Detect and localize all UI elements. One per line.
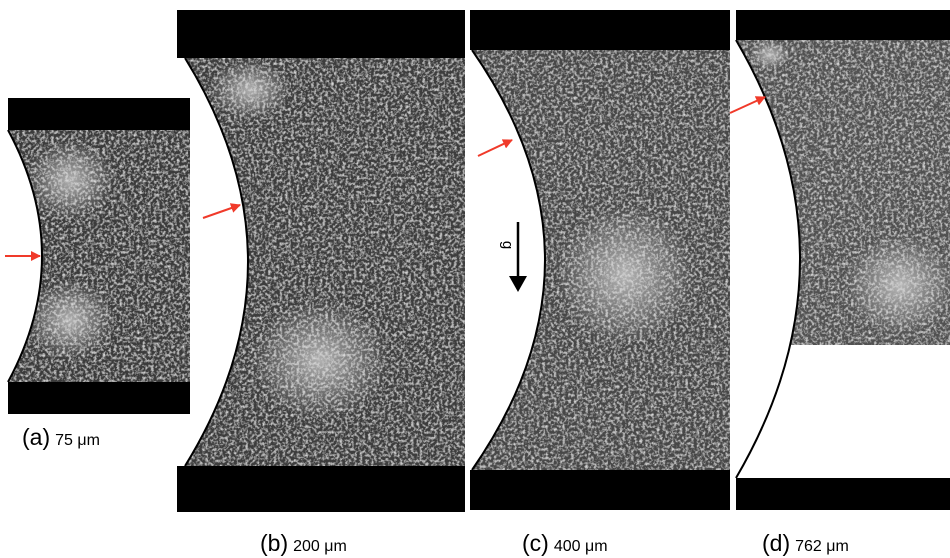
figure: g (a) 75 μm (b) 200 μm (c) 400 μm (d) 762 μm <box>0 0 950 558</box>
caption-d: (d) 762 μm <box>762 530 849 556</box>
panel-letter: (c) <box>522 530 549 556</box>
panel-size: 75 μm <box>55 432 100 449</box>
panel-size: 400 μm <box>554 538 608 555</box>
panel-letter: (d) <box>762 530 790 556</box>
panel-c: g <box>470 10 730 510</box>
panel-size: 200 μm <box>293 538 347 555</box>
page: g (a) 75 μm (b) 200 μm (c) 400 μm (d) 762 μm… <box>0 0 950 558</box>
gravity-label: g <box>499 241 516 249</box>
panel-d <box>730 10 950 510</box>
panel-letter: (b) <box>260 530 288 556</box>
caption-a: (a) 75 μm <box>22 424 100 450</box>
panel-size: 762 μm <box>795 538 849 555</box>
panel-a <box>5 98 190 414</box>
panel-letter: (a) <box>22 424 50 450</box>
caption-b: (b) 200 μm <box>260 530 347 556</box>
caption-c: (c) 400 μm <box>522 530 608 556</box>
panel-b <box>177 10 465 512</box>
